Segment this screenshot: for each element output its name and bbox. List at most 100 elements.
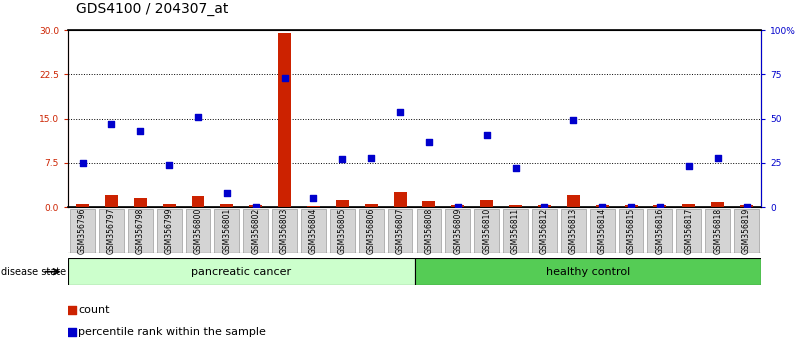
Text: GSM356806: GSM356806 (367, 208, 376, 254)
Bar (445, 209, 470, 253)
Bar (647, 209, 672, 253)
Text: GSM356815: GSM356815 (626, 208, 635, 254)
Bar (734, 209, 759, 253)
Bar (359, 209, 384, 253)
Bar (249, 205, 262, 207)
Bar (567, 195, 580, 207)
Text: GSM356796: GSM356796 (78, 208, 87, 254)
Point (509, 165, 522, 171)
Text: GSM356817: GSM356817 (684, 208, 694, 254)
Point (423, 139, 436, 144)
Bar (532, 209, 557, 253)
Bar (596, 205, 609, 207)
Bar (70, 209, 95, 253)
Bar (336, 200, 349, 207)
Bar (509, 205, 522, 207)
Point (249, 204, 262, 210)
Point (654, 204, 666, 210)
Bar (474, 209, 499, 253)
Bar (654, 205, 666, 207)
Point (220, 190, 233, 196)
Bar (68, 258, 415, 285)
Text: GSM356812: GSM356812 (540, 208, 549, 254)
Point (682, 164, 695, 169)
Text: GSM356798: GSM356798 (135, 208, 145, 254)
Bar (364, 204, 378, 207)
Bar (705, 209, 730, 253)
Text: GSM356805: GSM356805 (338, 208, 347, 254)
Point (336, 156, 348, 162)
Bar (422, 201, 436, 207)
Bar (676, 209, 701, 253)
Text: GSM356807: GSM356807 (396, 208, 405, 254)
Text: healthy control: healthy control (545, 267, 630, 277)
Point (452, 204, 465, 210)
Bar (163, 204, 175, 207)
Bar (307, 206, 320, 207)
Text: percentile rank within the sample: percentile rank within the sample (78, 327, 267, 337)
Point (65, 307, 78, 313)
Bar (105, 195, 118, 207)
Bar (417, 209, 441, 253)
Bar (415, 258, 761, 285)
Point (567, 118, 580, 123)
Bar (561, 209, 586, 253)
Point (538, 204, 551, 210)
Text: GSM356808: GSM356808 (425, 208, 433, 254)
Text: GSM356799: GSM356799 (165, 208, 174, 254)
Bar (278, 33, 291, 207)
Bar (244, 209, 268, 253)
Bar (388, 209, 413, 253)
Point (163, 162, 175, 167)
Text: disease state: disease state (1, 267, 66, 277)
Text: GSM356818: GSM356818 (713, 208, 723, 254)
Text: GSM356804: GSM356804 (309, 208, 318, 254)
Bar (99, 209, 124, 253)
Point (65, 329, 78, 335)
Bar (186, 209, 211, 253)
Bar (393, 192, 407, 207)
Point (625, 204, 638, 210)
Text: GSM356801: GSM356801 (223, 208, 231, 254)
Text: GSM356797: GSM356797 (107, 208, 116, 254)
Text: GSM356819: GSM356819 (742, 208, 751, 254)
Text: GSM356816: GSM356816 (655, 208, 664, 254)
Bar (480, 200, 493, 207)
Bar (191, 196, 204, 207)
Point (191, 114, 204, 120)
Bar (157, 209, 182, 253)
Point (393, 109, 406, 114)
Text: count: count (78, 305, 110, 315)
Bar (134, 198, 147, 207)
Bar (711, 202, 724, 207)
Point (105, 121, 118, 127)
Point (481, 132, 493, 137)
Text: pancreatic cancer: pancreatic cancer (191, 267, 292, 277)
Text: GSM356803: GSM356803 (280, 208, 289, 254)
Text: GSM356810: GSM356810 (482, 208, 491, 254)
Bar (538, 205, 551, 207)
Bar (220, 204, 233, 207)
Point (596, 204, 609, 210)
Bar (215, 209, 239, 253)
Text: GSM356814: GSM356814 (598, 208, 606, 254)
Text: GSM356800: GSM356800 (194, 208, 203, 254)
Bar (590, 209, 614, 253)
Bar (682, 204, 695, 207)
Text: GSM356809: GSM356809 (453, 208, 462, 254)
Text: GSM356802: GSM356802 (252, 208, 260, 254)
Bar (625, 205, 638, 207)
Bar (272, 209, 297, 253)
Bar (451, 205, 465, 207)
Point (740, 204, 753, 210)
Text: GSM356813: GSM356813 (569, 208, 578, 254)
Text: GDS4100 / 204307_at: GDS4100 / 204307_at (76, 2, 228, 16)
Bar (301, 209, 326, 253)
Bar (76, 204, 89, 207)
Point (711, 155, 724, 160)
Point (278, 75, 291, 81)
Bar (128, 209, 153, 253)
Bar (330, 209, 355, 253)
Bar (503, 209, 528, 253)
Point (134, 128, 147, 134)
